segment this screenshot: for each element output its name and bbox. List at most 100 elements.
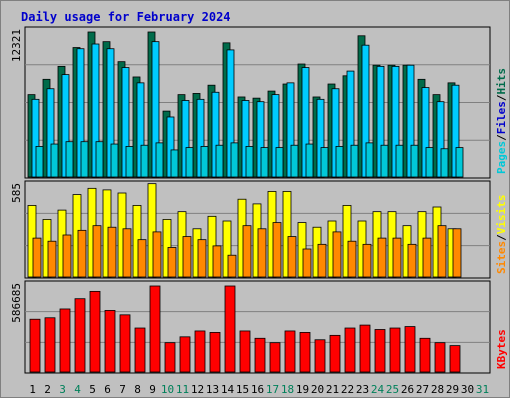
axis-label-separator: / [495,234,508,241]
bar-files-day-5 [91,43,100,178]
bar-pages-day-27 [425,147,434,178]
bar-sites-day-24 [377,237,387,278]
bar-files-day-4 [76,48,85,178]
bar-kbytes-day-11 [179,336,191,373]
x-tick-day-11: 11 [176,383,189,396]
bar-files-day-21 [331,88,340,178]
bar-kbytes-day-27 [419,337,431,373]
bar-sites-day-14 [227,254,237,278]
bar-kbytes-day-21 [329,334,341,373]
bar-kbytes-day-2 [44,317,56,373]
bar-sites-day-10 [167,247,177,278]
bar-kbytes-day-22 [344,327,356,373]
bar-files-day-19 [301,67,310,178]
bar-files-day-29 [451,84,460,178]
bar-pages-day-28 [440,148,449,178]
bar-pages-day-7 [125,146,134,178]
bar-kbytes-day-23 [359,324,371,373]
x-tick-day-12: 12 [191,383,204,396]
bar-sites-day-26 [407,243,417,278]
bar-files-day-22 [346,70,355,178]
bar-files-day-17 [271,94,280,178]
x-tick-day-22: 22 [341,383,354,396]
bar-pages-day-26 [410,144,419,178]
bar-pages-day-22 [350,144,359,178]
bar-sites-day-5 [92,225,102,278]
x-tick-day-29: 29 [446,383,459,396]
bar-sites-day-19 [302,248,312,278]
ymax-label: 586685 [10,283,23,323]
bar-kbytes-day-3 [59,308,71,373]
x-tick-day-16: 16 [251,383,264,396]
bar-pages-day-14 [230,142,239,178]
axis-label-files: Files [495,101,508,134]
x-tick-day-18: 18 [281,383,294,396]
bar-files-day-27 [421,87,430,178]
bar-kbytes-day-24 [374,329,386,373]
axis-label-hits: Hits [495,68,508,95]
x-tick-day-24: 24 [371,383,385,396]
bar-sites-day-8 [137,239,147,278]
bar-sites-day-6 [107,226,117,278]
bar-kbytes-day-1 [29,318,41,373]
bar-files-day-10 [166,116,175,178]
bar-sites-day-25 [392,237,402,278]
bar-pages-day-15 [245,146,254,178]
x-tick-day-15: 15 [236,383,249,396]
bar-sites-day-16 [257,228,267,278]
bar-pages-day-11 [185,147,194,178]
bar-pages-day-16 [260,147,269,178]
bar-files-day-20 [316,98,325,178]
x-tick-day-5: 5 [89,383,96,396]
bar-files-day-8 [136,82,145,178]
bar-files-day-1 [31,98,40,178]
axis-label-separator: / [495,94,508,101]
bar-pages-day-18 [290,144,299,178]
axis-label-visits: Visits [495,195,508,235]
series-axis-label: Sites/Visits [495,195,508,275]
bar-pages-day-23 [365,142,374,178]
bar-files-day-18 [286,82,295,178]
bar-pages-day-20 [320,147,329,178]
bar-files-day-14 [226,49,235,178]
bar-kbytes-day-28 [434,342,446,373]
bar-kbytes-day-17 [269,342,281,373]
axis-label-sites: Sites [495,241,508,274]
bar-kbytes-day-29 [449,345,461,373]
bar-visits-day-9 [147,183,157,278]
bar-sites-day-3 [62,234,72,278]
x-tick-day-7: 7 [119,383,126,396]
bar-pages-day-8 [140,144,149,178]
x-tick-day-28: 28 [431,383,444,396]
bar-kbytes-day-7 [119,314,131,373]
bar-pages-day-29 [455,147,464,178]
bar-sites-day-28 [437,225,447,278]
bar-files-day-7 [121,67,130,178]
bar-sites-day-4 [77,229,87,278]
bar-pages-day-10 [170,149,179,178]
x-tick-day-3: 3 [59,383,66,396]
bar-files-day-28 [436,101,445,178]
x-tick-day-1: 1 [29,383,36,396]
x-tick-day-10: 10 [161,383,174,396]
axis-label-pages: Pages [495,141,508,174]
x-tick-day-30: 30 [461,383,474,396]
bar-pages-day-5 [95,141,104,178]
x-tick-day-17: 17 [266,383,279,396]
bar-pages-day-21 [335,146,344,178]
bar-kbytes-day-19 [299,332,311,373]
bar-files-day-11 [181,100,190,178]
axis-label-separator: / [495,134,508,141]
series-axis-label: KBytes [495,329,508,369]
bar-pages-day-24 [380,144,389,178]
bar-pages-day-6 [110,143,119,178]
bar-sites-day-12 [197,239,207,278]
bar-files-day-24 [376,65,385,178]
x-tick-day-19: 19 [296,383,309,396]
bar-kbytes-day-25 [389,327,401,373]
bar-sites-day-9 [152,231,162,278]
x-tick-day-9: 9 [149,383,156,396]
bar-sites-day-15 [242,225,252,278]
bar-kbytes-day-5 [89,290,101,373]
